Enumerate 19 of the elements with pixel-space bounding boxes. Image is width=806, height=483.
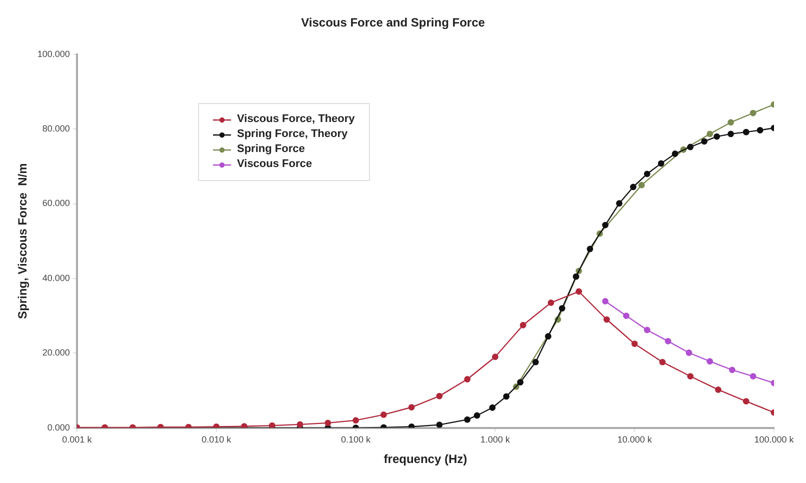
x-tick-label: 0.100 k xyxy=(340,434,372,445)
y-tick-label: 100.000 xyxy=(37,48,70,59)
y-tick-label: 80.000 xyxy=(42,124,70,134)
y-tick-label: 60.000 xyxy=(42,198,70,208)
y-tick-label: 20.000 xyxy=(42,348,70,358)
legend-label: Spring Force, Theory xyxy=(237,127,348,142)
y-axis-title: Spring, Viscous Force N/m xyxy=(16,163,30,320)
y-tick-label: 0.000 xyxy=(47,422,70,432)
x-tick-label: 10.000 k xyxy=(617,434,652,445)
x-axis-title: frequency (Hz) xyxy=(384,452,468,466)
x-tick-label: 100.000 k xyxy=(754,434,794,445)
chart-title: Viscous Force and Spring Force xyxy=(301,16,486,30)
legend-label: Viscous Force, Theory xyxy=(237,112,355,127)
x-tick-label: 0.010 k xyxy=(202,434,232,445)
legend-label: Viscous Force xyxy=(237,157,312,172)
legend-label: Spring Force xyxy=(237,142,305,157)
x-tick-label: 0.001 k xyxy=(62,434,92,445)
x-tick-label: 1.000 k xyxy=(480,434,510,445)
y-tick-label: 40.000 xyxy=(42,272,70,283)
